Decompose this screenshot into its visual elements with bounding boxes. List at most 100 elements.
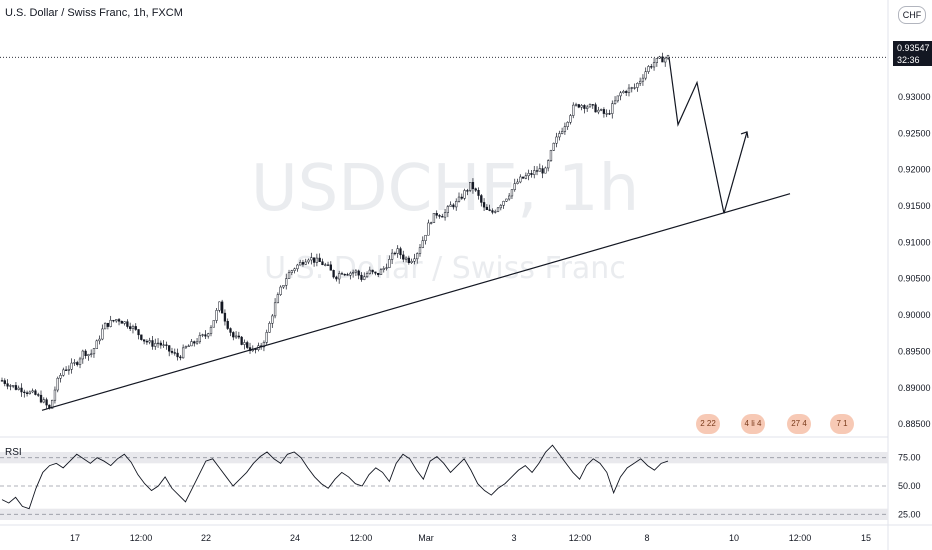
candle-body bbox=[574, 104, 578, 106]
x-tick-label: 12:00 bbox=[789, 533, 812, 543]
candle-body bbox=[159, 342, 162, 346]
candle-body bbox=[377, 272, 380, 275]
candle-body bbox=[81, 350, 84, 360]
candle-body bbox=[638, 80, 642, 84]
candle-body bbox=[513, 183, 516, 190]
candle-body bbox=[560, 131, 564, 134]
candle-body bbox=[232, 332, 235, 338]
candle-body bbox=[11, 385, 15, 387]
candle-body bbox=[95, 340, 98, 349]
candle-body bbox=[499, 205, 502, 209]
candle-body bbox=[360, 274, 363, 280]
candle-body bbox=[212, 320, 215, 328]
rsi-label: RSI bbox=[5, 447, 22, 458]
candle-body bbox=[343, 273, 346, 276]
candle-body bbox=[62, 369, 65, 376]
candle-body bbox=[594, 104, 597, 113]
candle-body bbox=[315, 257, 319, 263]
candle-body bbox=[636, 83, 639, 88]
candle-body bbox=[569, 115, 572, 123]
candle-body bbox=[329, 264, 332, 271]
candle-body bbox=[67, 369, 71, 371]
candle-body bbox=[382, 268, 385, 270]
candle-body bbox=[154, 343, 157, 347]
candle-body bbox=[45, 399, 48, 406]
candle-body bbox=[572, 104, 575, 116]
candle-body bbox=[145, 340, 149, 343]
candle-body bbox=[31, 390, 34, 393]
y-tick-label: 0.92000 bbox=[898, 165, 931, 175]
candle-body bbox=[234, 335, 238, 338]
rsi-level-label: 25.00 bbox=[898, 509, 921, 519]
candle-body bbox=[627, 87, 631, 93]
candle-body bbox=[290, 270, 293, 273]
candle-body bbox=[463, 190, 466, 199]
economic-event-flag-icon[interactable]: 7 1 bbox=[830, 414, 854, 434]
candle-body bbox=[413, 258, 416, 262]
candle-body bbox=[496, 207, 500, 212]
candle-body bbox=[410, 260, 413, 264]
candle-body bbox=[101, 328, 104, 340]
candle-body bbox=[156, 342, 160, 345]
economic-event-flag-icon[interactable]: 27 4 bbox=[787, 414, 811, 434]
candle-body bbox=[611, 103, 614, 114]
candle-body bbox=[176, 352, 179, 358]
candle-body bbox=[87, 354, 90, 356]
candle-body bbox=[187, 345, 190, 347]
candle-body bbox=[220, 301, 224, 314]
candle-body bbox=[226, 320, 229, 329]
candle-body bbox=[363, 276, 366, 280]
candle-body bbox=[399, 248, 402, 256]
economic-event-flag-icon[interactable]: 4 li 4 bbox=[741, 414, 765, 434]
candle-body bbox=[296, 264, 299, 270]
candle-body bbox=[301, 262, 305, 265]
y-tick-label: 0.90500 bbox=[898, 274, 931, 284]
candle-body bbox=[491, 210, 494, 213]
candle-body bbox=[530, 173, 533, 175]
candle-body bbox=[616, 95, 619, 102]
candle-body bbox=[59, 375, 62, 379]
candle-body bbox=[23, 391, 26, 394]
candle-body bbox=[165, 344, 168, 346]
candle-body bbox=[521, 176, 525, 179]
candle-body bbox=[438, 215, 441, 217]
candle-body bbox=[577, 104, 580, 108]
candle-body bbox=[240, 336, 243, 345]
candle-body bbox=[547, 160, 550, 169]
candle-body bbox=[622, 91, 625, 94]
rsi-level-label: 75.00 bbox=[898, 453, 921, 463]
candle-body bbox=[78, 358, 82, 365]
candle-body bbox=[6, 383, 9, 387]
candle-body bbox=[223, 312, 227, 322]
candle-body bbox=[318, 257, 321, 262]
candle-body bbox=[215, 310, 218, 321]
watermark-name: U.S. Dollar / Swiss Franc bbox=[264, 251, 626, 286]
candle-body bbox=[51, 399, 54, 409]
candle-body bbox=[103, 322, 107, 330]
y-tick-label: 0.88500 bbox=[898, 419, 931, 429]
candle-body bbox=[421, 240, 424, 248]
candle-body bbox=[664, 57, 667, 63]
candle-body bbox=[508, 195, 511, 200]
trendline[interactable] bbox=[41, 193, 791, 411]
y-tick-label: 0.89000 bbox=[898, 383, 931, 393]
candle-body bbox=[179, 356, 182, 359]
economic-event-flag-icon[interactable]: 2 22 bbox=[696, 414, 720, 434]
candle-body bbox=[9, 385, 12, 387]
currency-button[interactable]: CHF bbox=[898, 6, 926, 24]
candle-body bbox=[109, 319, 112, 327]
candle-body bbox=[480, 195, 483, 203]
candle-body bbox=[184, 346, 188, 349]
candle-body bbox=[357, 270, 360, 276]
candle-body bbox=[126, 321, 129, 327]
candle-body bbox=[427, 222, 430, 236]
candle-body bbox=[549, 150, 553, 161]
candle-body bbox=[404, 257, 408, 260]
candle-body bbox=[64, 369, 68, 371]
candle-body bbox=[131, 326, 135, 329]
candle-body bbox=[321, 261, 324, 266]
candle-body bbox=[37, 394, 40, 396]
y-tick-label: 0.91500 bbox=[898, 201, 931, 211]
projection-path[interactable] bbox=[668, 57, 748, 214]
